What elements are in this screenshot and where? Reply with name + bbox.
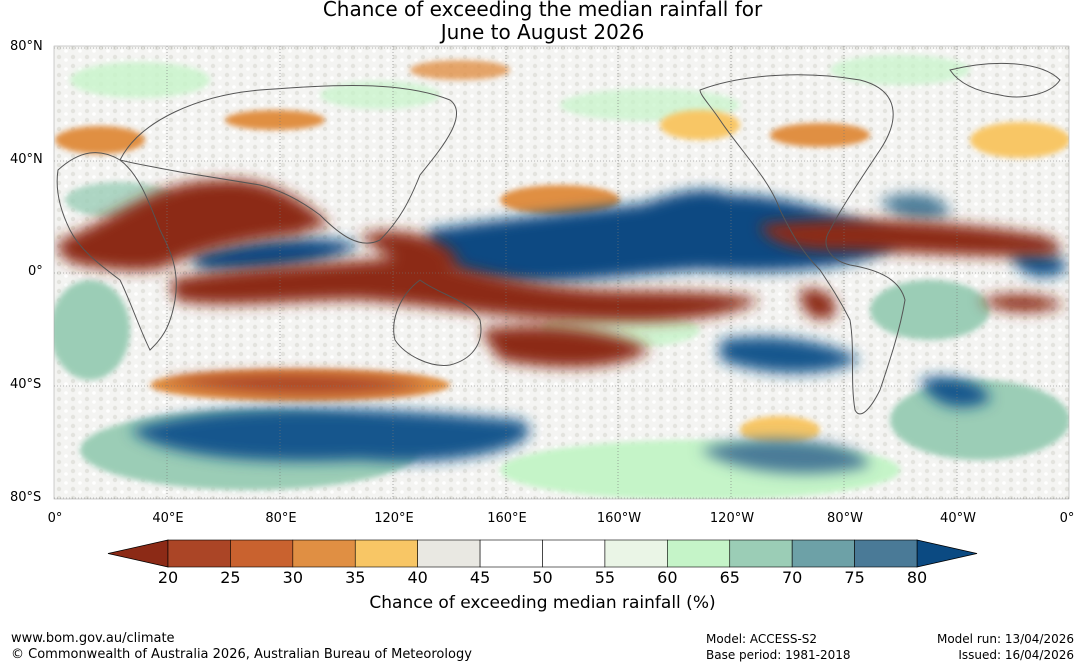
lon-label-80e: 80°E <box>265 511 297 526</box>
issued-text: Issued: 16/04/2026 <box>958 648 1074 662</box>
high-wet-areas <box>130 189 1068 474</box>
colorbar-label: Chance of exceeding median rainfall (%) <box>369 593 716 613</box>
colorbar-bin <box>854 539 918 568</box>
map-title-line2: June to August 2026 <box>440 20 645 44</box>
colorbar-tick-label: 25 <box>220 568 241 587</box>
lat-label-40s: 40°S <box>10 377 42 392</box>
colorbar-tick-label: 40 <box>407 568 428 587</box>
colorbar-bin <box>604 539 668 568</box>
lat-label-80s: 80°S <box>10 490 42 505</box>
coastlines <box>56 63 1061 415</box>
colorbar-bin <box>479 539 543 568</box>
colorbar-tick-label: 80 <box>906 568 928 587</box>
map-field <box>54 46 1069 499</box>
copyright-text: © Commonwealth of Australia 2026, Austra… <box>11 647 472 662</box>
lon-label-160e: 160°E <box>487 511 527 526</box>
lon-label-120w: 120°W <box>709 511 755 526</box>
colorbar-tick-label: 50 <box>532 568 553 587</box>
website-text: www.bom.gov.au/climate <box>11 631 175 646</box>
colorbar-bin <box>791 539 855 568</box>
colorbar-bin <box>729 539 793 568</box>
lat-label-equator: 0° <box>28 264 43 279</box>
lon-label-120e: 120°E <box>374 511 414 526</box>
colorbar-tick-label: 70 <box>781 568 803 587</box>
map-title-line1: Chance of exceeding the median rainfall … <box>322 0 763 21</box>
colorbar-bin <box>167 539 231 568</box>
lat-label-80n: 80°N <box>10 39 43 54</box>
lon-label-40w: 40°W <box>940 511 976 526</box>
lat-label-40n: 40°N <box>10 152 43 167</box>
rainfall-map <box>53 45 1070 500</box>
colorbar-low-extend <box>107 539 169 568</box>
colorbar-bin <box>417 539 481 568</box>
model-run-text: Model run: 13/04/2026 <box>936 632 1074 646</box>
colorbar-bin <box>354 539 418 568</box>
lon-label-0: 0° <box>47 511 63 526</box>
base-period-text: Base period: 1981-2018 <box>706 648 851 662</box>
colorbar-tick-label: 30 <box>282 568 304 587</box>
colorbar-tick-label: 35 <box>345 568 366 587</box>
colorbar-tick-label: 60 <box>657 568 678 587</box>
model-text: Model: ACCESS-S2 <box>706 632 818 646</box>
colorbar-high-extend <box>916 539 978 568</box>
colorbar-bin <box>542 539 606 568</box>
colorbar-tick-label: 20 <box>157 568 179 587</box>
lon-label-0-right: 0° <box>1059 511 1075 526</box>
high-dry-areas <box>58 179 1065 395</box>
colorbar-bin <box>292 539 356 568</box>
colorbar-tick-label: 55 <box>594 568 616 587</box>
colorbar-tick-label: 65 <box>719 568 740 587</box>
colorbar-tick-label: 75 <box>844 568 865 587</box>
graticule <box>54 46 1069 499</box>
lon-label-160w: 160°W <box>596 511 642 526</box>
colorbar-bin <box>667 539 731 568</box>
lon-label-80w: 80°W <box>827 511 863 526</box>
lon-label-40e: 40°E <box>152 511 184 526</box>
colorbar-bin <box>230 539 294 568</box>
colorbar-tick-label: 45 <box>469 568 491 587</box>
